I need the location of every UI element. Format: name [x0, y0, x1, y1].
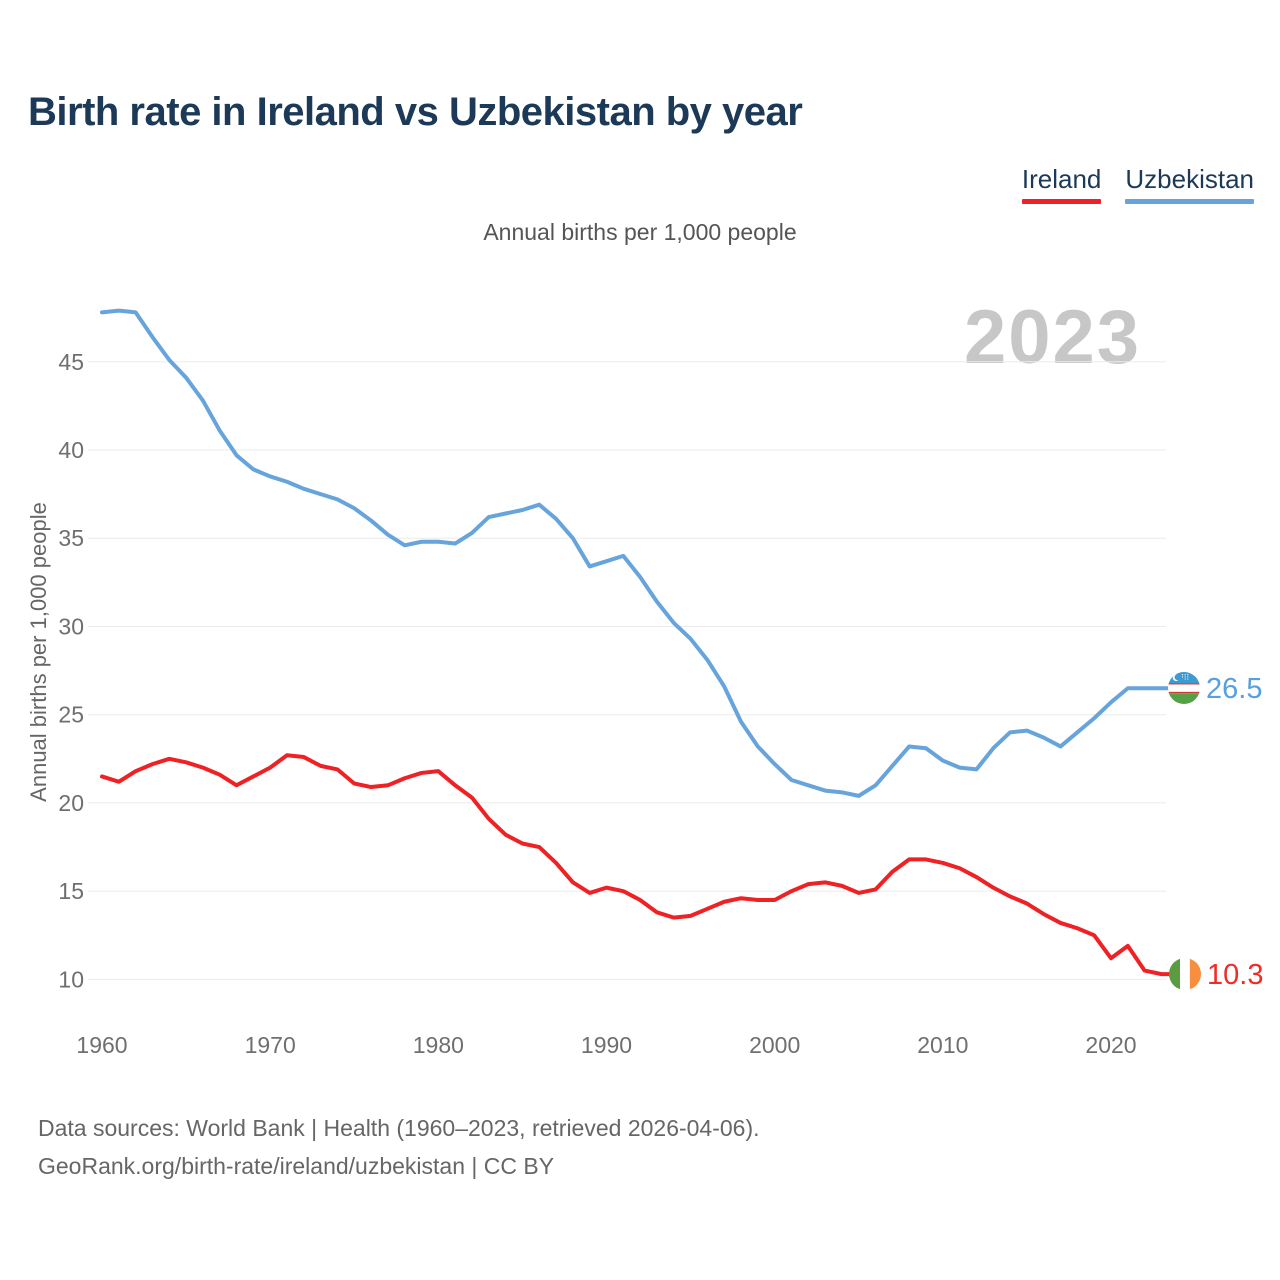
footer: Data sources: World Bank | Health (1960–…: [38, 1109, 760, 1185]
chart-subtitle: Annual births per 1,000 people: [483, 219, 797, 245]
x-tick-label: 2000: [749, 1032, 800, 1058]
series-line-ireland: [100, 753, 1173, 977]
legend-label-ireland: Ireland: [1021, 164, 1102, 194]
y-tick-label: 35: [58, 525, 84, 551]
footer-attribution-line: GeoRank.org/birth-rate/ireland/uzbekista…: [38, 1153, 555, 1179]
y-tick-label: 25: [58, 702, 84, 728]
y-tick-label: 45: [58, 349, 84, 375]
y-tick-label: 15: [58, 878, 84, 904]
x-tick-label: 1970: [245, 1032, 296, 1058]
legend-underline-ireland: [1021, 199, 1102, 204]
footer-sources-line: Data sources: World Bank | Health (1960–…: [38, 1115, 760, 1141]
legend-label-uzbekistan: Uzbekistan: [1125, 164, 1254, 194]
ireland-flag-icon: [1169, 958, 1201, 990]
y-tick-label: 20: [58, 790, 84, 816]
ireland-end-value: 10.3: [1207, 959, 1264, 991]
legend-underline-uzbekistan: [1125, 199, 1254, 204]
y-tick-label: 10: [58, 966, 84, 992]
y-tick-label: 30: [58, 613, 84, 639]
x-tick-label: 1980: [413, 1032, 464, 1058]
x-tick-label: 1990: [581, 1032, 632, 1058]
uzbekistan-flag-icon: [1168, 672, 1200, 704]
y-tick-label: 40: [58, 437, 84, 463]
page-title: Birth rate in Ireland vs Uzbekistan by y…: [28, 90, 803, 134]
legend-item-ireland[interactable]: Ireland: [1021, 164, 1102, 204]
legend-item-uzbekistan[interactable]: Uzbekistan: [1125, 164, 1254, 204]
uzbekistan-end-value: 26.5: [1206, 673, 1263, 705]
year-watermark: 2023: [964, 295, 1142, 380]
legend: Ireland Uzbekistan: [1021, 164, 1254, 204]
series-line-uzbekistan: [100, 308, 1173, 798]
x-tick-label: 2010: [917, 1032, 968, 1058]
x-tick-label: 2020: [1085, 1032, 1136, 1058]
x-tick-label: 1960: [76, 1032, 127, 1058]
y-axis-title: Annual births per 1,000 people: [26, 502, 51, 802]
